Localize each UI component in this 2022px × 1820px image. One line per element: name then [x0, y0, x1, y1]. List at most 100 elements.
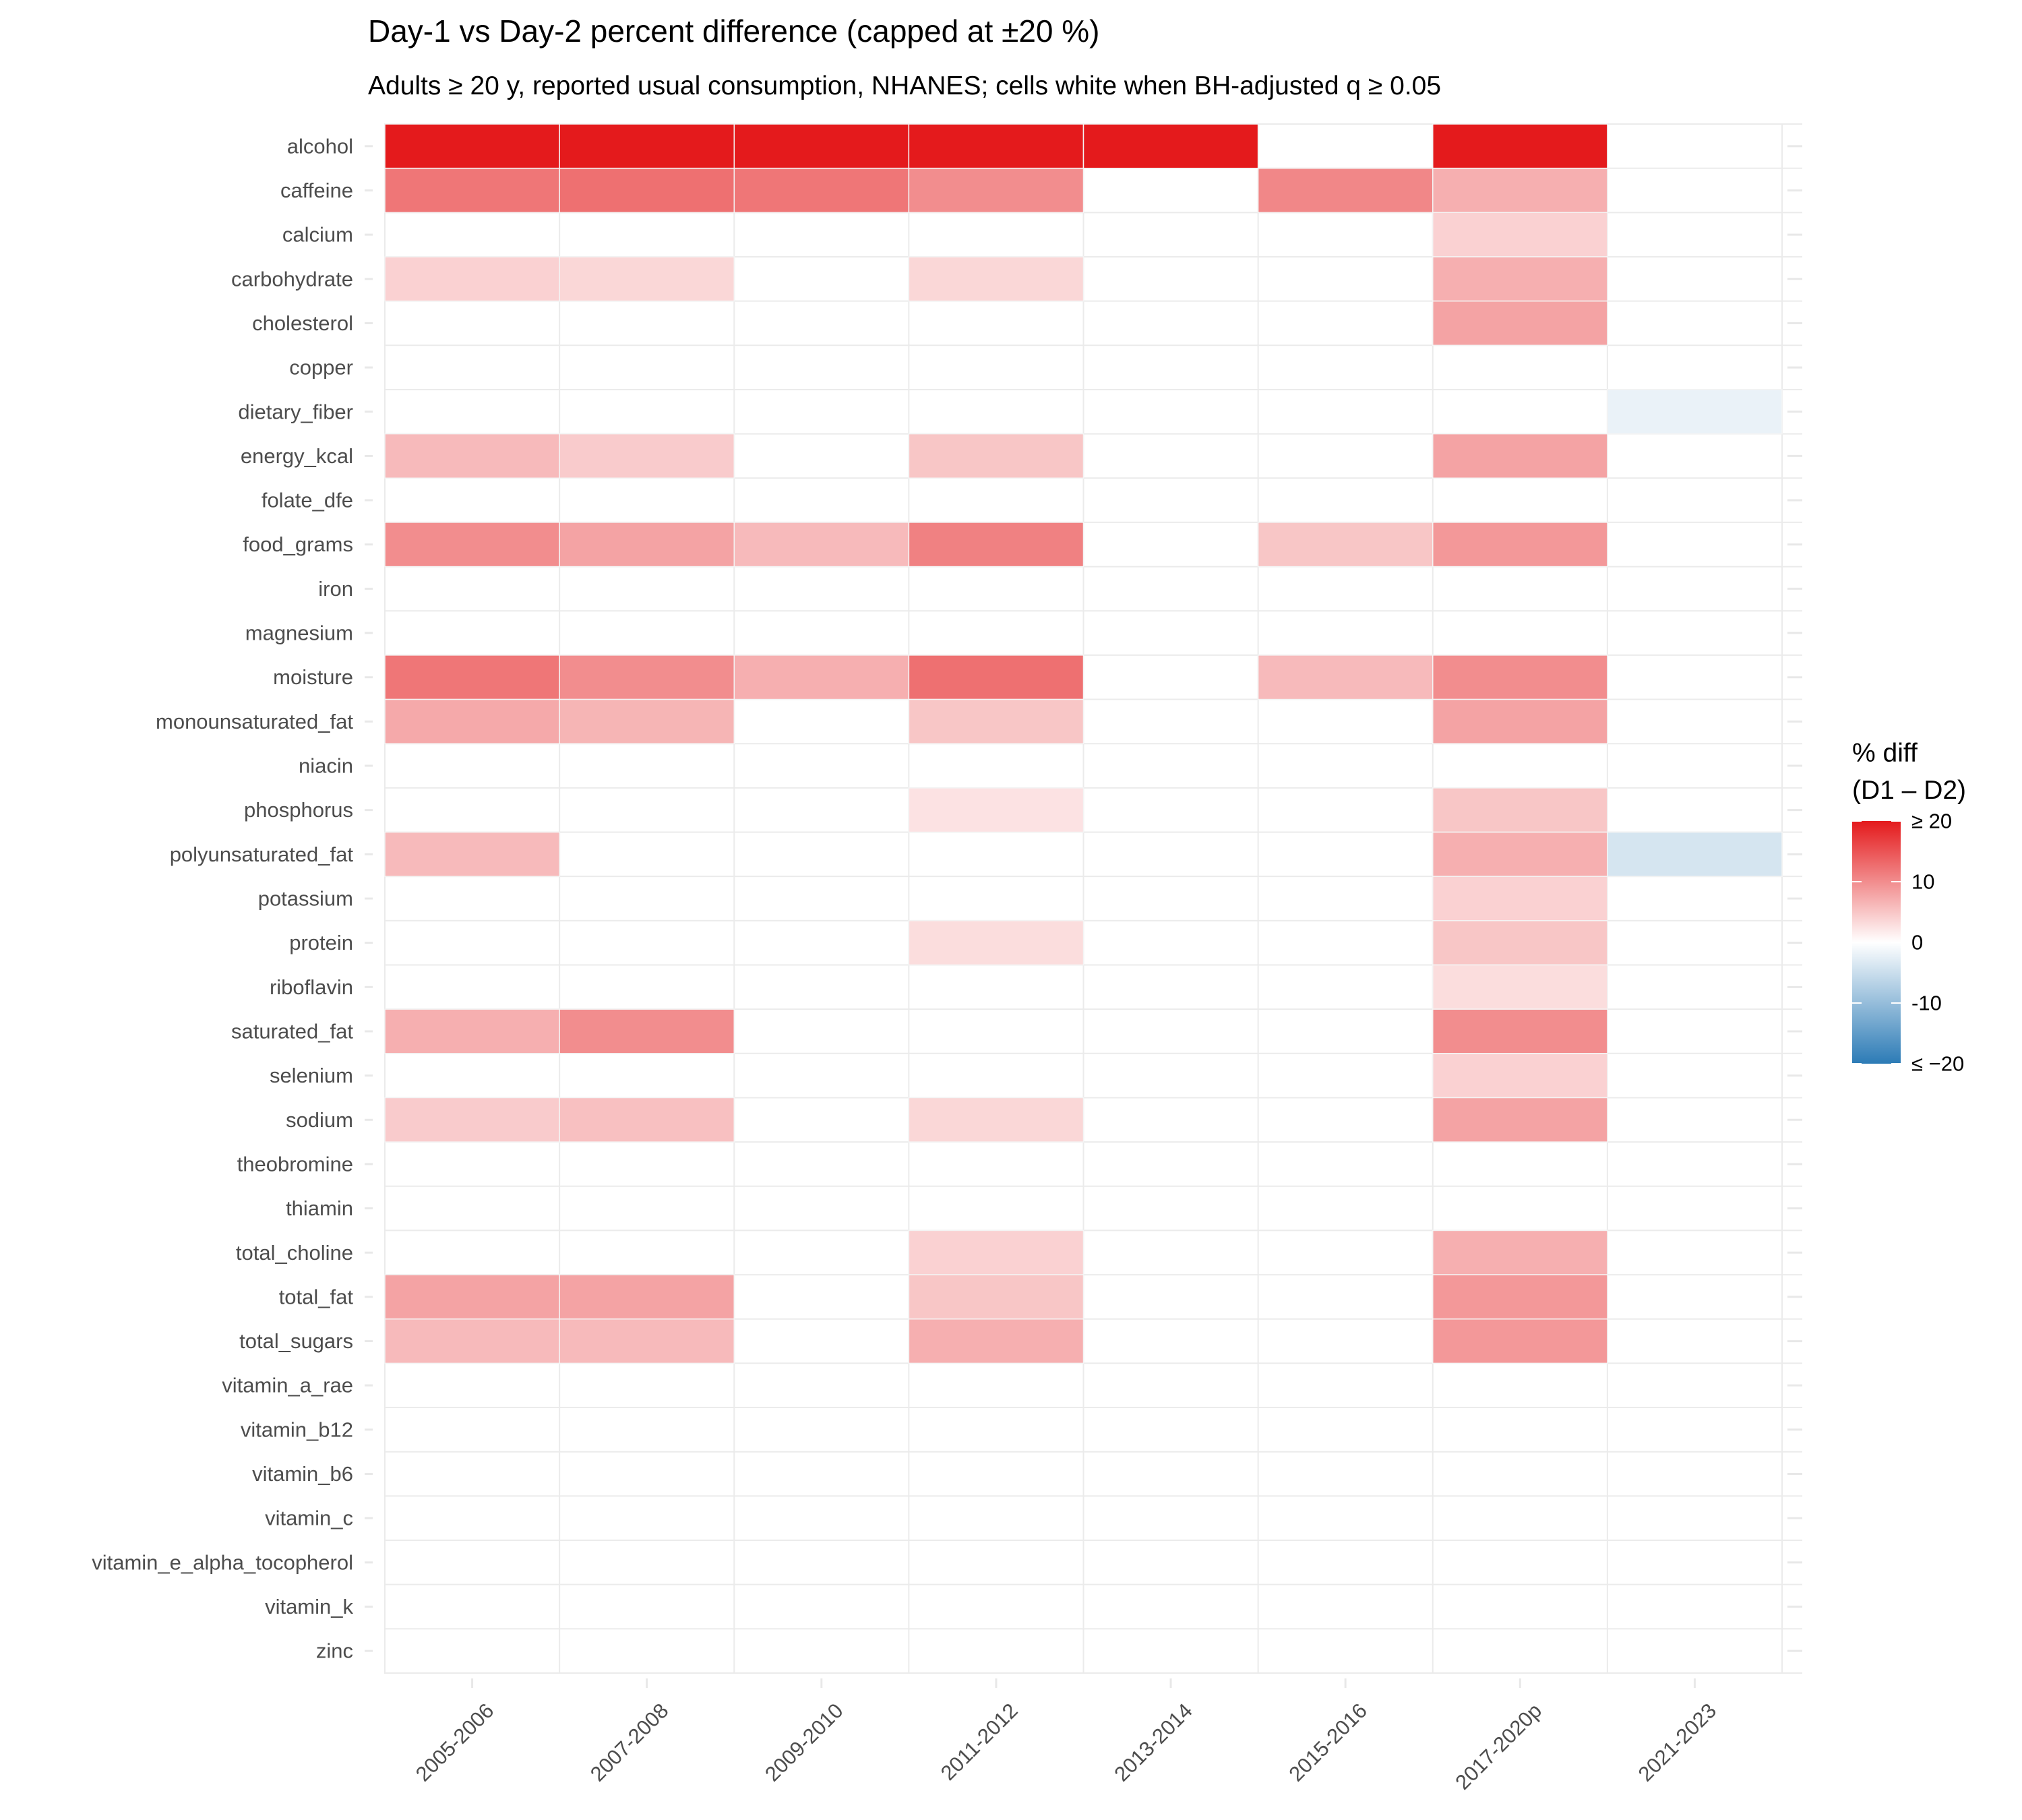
legend-tick-label: 10	[1911, 870, 1934, 894]
legend-title-line2: (D1 – D2)	[1852, 776, 1966, 805]
chart-title: Day-1 vs Day-2 percent difference (cappe…	[368, 13, 1100, 49]
legend-tick-label: -10	[1911, 992, 1942, 1015]
legend-ticks: ≥ 20 10 0 -10 ≤ −20	[1852, 810, 1964, 1076]
heatmap-cell-protein-2011-2012	[908, 920, 1084, 966]
heatmap-cell-food-grams-2017-2020p	[1432, 522, 1608, 568]
heatmap-cell-caffeine-2005-2006	[384, 167, 560, 214]
heatmap-cell-calcium-2017-2020p	[1432, 212, 1608, 257]
heatmap-cell-total-choline-2011-2012	[908, 1230, 1084, 1275]
y-tick-label-food-grams: food_grams	[243, 533, 353, 556]
legend-title-line1: % diff	[1852, 739, 1918, 768]
heatmap-cell-dietary-fiber-2021-2023	[1607, 389, 1783, 435]
heatmap-cell-potassium-2017-2020p	[1432, 876, 1608, 921]
y-tick-label-total-sugars: total_sugars	[239, 1329, 353, 1353]
y-tick-label-calcium: calcium	[282, 223, 353, 247]
y-tick-label-saturated-fat: saturated_fat	[231, 1019, 353, 1043]
heatmap-cell-energy-kcal-2005-2006	[384, 433, 560, 479]
heatmap-cell-total-fat-2007-2008	[559, 1274, 735, 1320]
heatmap-cell-monounsaturated-fat-2011-2012	[908, 698, 1084, 744]
y-tick-label-thiamin: thiamin	[286, 1196, 353, 1220]
heatmap-cell-monounsaturated-fat-2005-2006	[384, 698, 560, 744]
y-tick-label-monounsaturated-fat: monounsaturated_fat	[156, 710, 353, 733]
heatmap-cell-alcohol-2005-2006	[384, 123, 560, 169]
y-tick-label-niacin: niacin	[299, 754, 353, 778]
y-axis-tick-labels: alcohol caffeine calcium carbohydrate choles…	[92, 134, 1802, 1663]
y-tick-label-energy-kcal: energy_kcal	[241, 444, 353, 468]
y-tick-label-theobromine: theobromine	[237, 1152, 353, 1176]
heatmap-cell-food-grams-2009-2010	[733, 522, 910, 568]
heatmap-cell-cholesterol-2017-2020p	[1432, 300, 1608, 346]
heatmap-cell-caffeine-2009-2010	[733, 167, 910, 214]
heatmap-cell-moisture-2005-2006	[384, 655, 560, 700]
heatmap-cell-polyunsaturated-fat-2005-2006	[384, 831, 560, 877]
heatmap-cell-total-sugars-2007-2008	[559, 1318, 735, 1364]
heatmap-cell-carbohydrate-2017-2020p	[1432, 256, 1608, 302]
heatmap-cell-phosphorus-2017-2020p	[1432, 787, 1608, 833]
y-tick-label-iron: iron	[318, 577, 353, 601]
heatmap-cell-energy-kcal-2007-2008	[559, 433, 735, 479]
heatmap-cell-saturated-fat-2007-2008	[559, 1008, 735, 1054]
y-tick-label-potassium: potassium	[258, 887, 353, 911]
heatmap-cell-sodium-2017-2020p	[1432, 1097, 1608, 1143]
legend-tick-label: ≤ −20	[1911, 1052, 1964, 1076]
heatmap-cell-moisture-2015-2016	[1257, 655, 1434, 700]
heatmap-cell-alcohol-2007-2008	[559, 123, 735, 169]
heatmap-cell-moisture-2011-2012	[908, 655, 1084, 700]
heatmap-cell-food-grams-2015-2016	[1257, 522, 1434, 568]
heatmap-cell-polyunsaturated-fat-2017-2020p	[1432, 831, 1608, 877]
heatmap-cell-phosphorus-2011-2012	[908, 787, 1084, 833]
y-tick-label-vitamin-e-alpha-tocopherol: vitamin_e_alpha_tocopherol	[92, 1550, 353, 1574]
heatmap-cell-total-sugars-2017-2020p	[1432, 1318, 1608, 1364]
heatmap-cell-polyunsaturated-fat-2021-2023	[1607, 831, 1783, 877]
y-tick-label-copper: copper	[289, 356, 353, 380]
y-tick-label-protein: protein	[289, 931, 353, 954]
heatmap-cell-food-grams-2007-2008	[559, 522, 735, 568]
heatmap-cells	[384, 123, 1783, 1364]
heatmap-cell-alcohol-2009-2010	[733, 123, 910, 169]
heatmap-cell-caffeine-2011-2012	[908, 167, 1084, 214]
heatmap-cell-sodium-2005-2006	[384, 1097, 560, 1143]
y-tick-label-cholesterol: cholesterol	[252, 311, 353, 335]
heatmap-cell-caffeine-2015-2016	[1257, 167, 1434, 214]
heatmap-cell-total-fat-2017-2020p	[1432, 1274, 1608, 1320]
y-tick-label-riboflavin: riboflavin	[270, 975, 353, 999]
y-tick-label-vitamin-a-rae: vitamin_a_rae	[222, 1374, 353, 1397]
y-tick-label-moisture: moisture	[273, 665, 353, 689]
heatmap-cell-monounsaturated-fat-2007-2008	[559, 698, 735, 744]
heatmap-cell-monounsaturated-fat-2017-2020p	[1432, 698, 1608, 744]
heatmap-cell-food-grams-2005-2006	[384, 522, 560, 568]
heatmap-cell-carbohydrate-2007-2008	[559, 256, 735, 302]
heatmap-cell-moisture-2007-2008	[559, 655, 735, 700]
heatmap-cell-moisture-2009-2010	[733, 655, 910, 700]
y-tick-label-phosphorus: phosphorus	[244, 798, 353, 822]
y-tick-label-vitamin-b6: vitamin_b6	[252, 1462, 353, 1486]
heatmap-cell-total-sugars-2011-2012	[908, 1318, 1084, 1364]
chart-subtitle: Adults ≥ 20 y, reported usual consumptio…	[368, 71, 1441, 100]
heatmap-cell-alcohol-2011-2012	[908, 123, 1084, 169]
y-tick-label-caffeine: caffeine	[280, 179, 353, 202]
heatmap-cell-total-sugars-2005-2006	[384, 1318, 560, 1364]
heatmap-cell-selenium-2017-2020p	[1432, 1053, 1608, 1099]
color-legend: % diff (D1 – D2) ≥ 20 10 0 -10 ≤ −20	[1852, 739, 1966, 1076]
y-tick-label-vitamin-c: vitamin_c	[265, 1507, 353, 1530]
heatmap-cell-food-grams-2011-2012	[908, 522, 1084, 568]
y-tick-label-zinc: zinc	[316, 1639, 353, 1663]
y-tick-label-selenium: selenium	[270, 1064, 353, 1087]
heatmap-cell-total-fat-2005-2006	[384, 1274, 560, 1320]
heatmap-cell-carbohydrate-2005-2006	[384, 256, 560, 302]
heatmap-cell-protein-2017-2020p	[1432, 920, 1608, 966]
y-tick-label-folate-dfe: folate_dfe	[262, 489, 353, 512]
y-tick-label-dietary-fiber: dietary_fiber	[238, 400, 353, 423]
heatmap-cell-sodium-2007-2008	[559, 1097, 735, 1143]
heatmap-cell-total-choline-2017-2020p	[1432, 1230, 1608, 1275]
y-tick-label-total-choline: total_choline	[236, 1241, 353, 1265]
legend-tick-label: ≥ 20	[1911, 810, 1952, 833]
heatmap-cell-energy-kcal-2017-2020p	[1432, 433, 1608, 479]
heatmap-cell-total-fat-2011-2012	[908, 1274, 1084, 1320]
y-tick-label-vitamin-k: vitamin_k	[265, 1595, 353, 1618]
y-tick-label-polyunsaturated-fat: polyunsaturated_fat	[170, 843, 354, 866]
y-tick-label-sodium: sodium	[286, 1108, 353, 1132]
heatmap-cell-saturated-fat-2005-2006	[384, 1008, 560, 1054]
y-tick-label-total-fat: total_fat	[279, 1285, 354, 1308]
heatmap-cell-caffeine-2007-2008	[559, 167, 735, 214]
